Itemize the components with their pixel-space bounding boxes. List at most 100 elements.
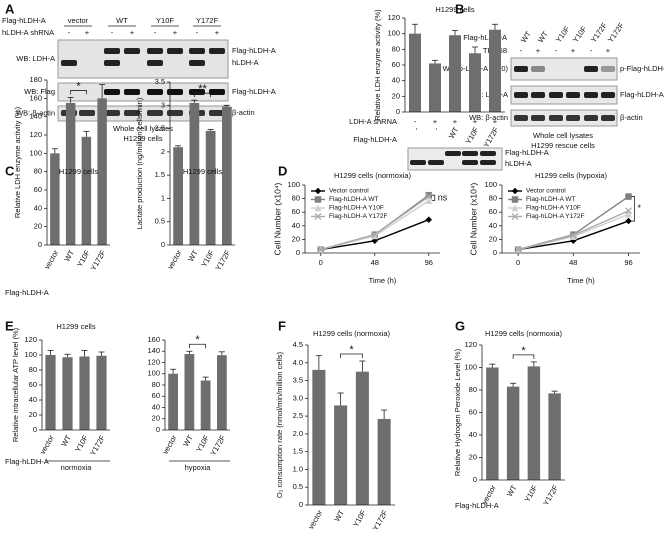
y-tick-label: 20	[392, 91, 400, 100]
error-bar	[223, 104, 230, 107]
marker	[314, 213, 322, 220]
band	[584, 66, 598, 72]
band	[167, 110, 183, 116]
bar	[355, 371, 369, 505]
y-tick-label: 100	[464, 362, 477, 371]
y-tick-label: 140	[29, 112, 42, 121]
sign: +	[493, 117, 498, 126]
y-tick-label: 3	[161, 100, 165, 109]
x-tick-label: 96	[624, 258, 632, 267]
y-tick-label: 120	[464, 340, 477, 349]
legend-label: Vector control	[526, 188, 566, 195]
row-label: hLDH-A shRNA	[2, 28, 54, 37]
error-bar	[170, 368, 177, 374]
bar	[189, 102, 200, 245]
caption: H1299 cells	[123, 134, 162, 143]
annotation: ns	[438, 192, 448, 202]
bar	[45, 355, 56, 430]
error-bar	[207, 129, 214, 131]
sign: -	[196, 28, 199, 37]
band-label: Flag-hLDH-A	[620, 90, 664, 99]
band	[566, 115, 580, 121]
x-tick-label: 48	[371, 258, 379, 267]
band-label: hLDH-A	[232, 58, 259, 67]
band	[61, 60, 77, 66]
error-bar	[489, 363, 496, 368]
error-bar	[67, 97, 74, 103]
band	[531, 92, 545, 98]
y-tick-label: 0	[38, 240, 42, 249]
y-tick-label: 60	[392, 60, 400, 69]
marker	[371, 237, 379, 245]
wb-label: WB: LDH-A	[469, 90, 508, 99]
bar	[377, 418, 391, 505]
annotation: *	[195, 334, 200, 346]
y-tick-label: 1.5	[155, 170, 165, 179]
band-label: β-actin	[232, 108, 255, 117]
marker	[569, 231, 577, 239]
marker	[425, 216, 433, 224]
band-label: Flag-hLDH-A	[505, 148, 549, 157]
sign: -	[111, 28, 114, 37]
band	[584, 115, 598, 121]
bar	[62, 357, 73, 430]
band	[601, 66, 615, 72]
sign: +	[85, 28, 90, 37]
y-tick-label: 60	[152, 391, 160, 400]
band-label: Flag-hLDH-A	[232, 87, 276, 96]
bar	[486, 367, 499, 480]
y-tick-label: 0.5	[155, 217, 165, 226]
y-tick-label: 3.5	[293, 376, 303, 385]
sign: -	[590, 46, 593, 55]
band	[601, 92, 615, 98]
marker	[625, 210, 632, 218]
y-axis-label: Cell Number (x10⁴)	[272, 183, 282, 256]
y-tick-label: 100	[287, 180, 300, 189]
y-tick-label: 0	[161, 240, 165, 249]
marker	[514, 246, 522, 254]
band	[462, 151, 478, 156]
y-axis-label: Relative intracellular ATP level (%)	[11, 327, 20, 442]
y-axis-label: Relative Hydrogen Peroxide Level (%)	[453, 348, 462, 476]
band	[209, 89, 225, 95]
y-tick-label: 60	[29, 380, 37, 389]
error-bar	[83, 130, 90, 137]
y-tick-label: 120	[147, 357, 160, 366]
sign: +	[606, 46, 611, 55]
row-label: Flag-hLDH-A	[463, 33, 507, 42]
band	[531, 66, 545, 72]
marker	[425, 191, 432, 199]
band	[104, 89, 120, 95]
y-axis-label: Relative LDH enzyme activity (%)	[13, 106, 22, 218]
y-axis-label: Cell Number (x10⁴)	[468, 183, 478, 256]
blot	[510, 109, 618, 127]
y-tick-label: 160	[147, 335, 160, 344]
y-axis-label: Lactate production (ng/million cells/min…	[135, 97, 144, 229]
error-bar	[472, 46, 478, 54]
marker	[314, 187, 322, 195]
error-bar	[64, 353, 71, 358]
marker	[625, 193, 632, 200]
blot	[57, 39, 229, 79]
y-tick-label: 160	[29, 93, 42, 102]
y-tick-label: 2.0	[293, 429, 303, 438]
bar	[184, 354, 195, 430]
y-tick-label: 60	[469, 407, 477, 416]
sign: -	[154, 28, 157, 37]
bar	[222, 106, 232, 245]
y-tick-label: 40	[152, 402, 160, 411]
error-bar	[359, 360, 366, 372]
legend-label: Flag-hLDH-A WT	[526, 196, 576, 203]
marker	[511, 187, 519, 195]
band	[167, 89, 183, 95]
bar	[97, 98, 107, 245]
x-tick-label: 96	[425, 258, 433, 267]
y-tick-label: 2	[161, 147, 165, 156]
band	[410, 160, 426, 165]
y-tick-label: 40	[34, 203, 42, 212]
band	[601, 115, 615, 121]
legend-label: Flag-hLDH-A Y10F	[329, 205, 384, 212]
y-tick-label: 20	[292, 234, 300, 243]
error-bar	[530, 361, 537, 367]
